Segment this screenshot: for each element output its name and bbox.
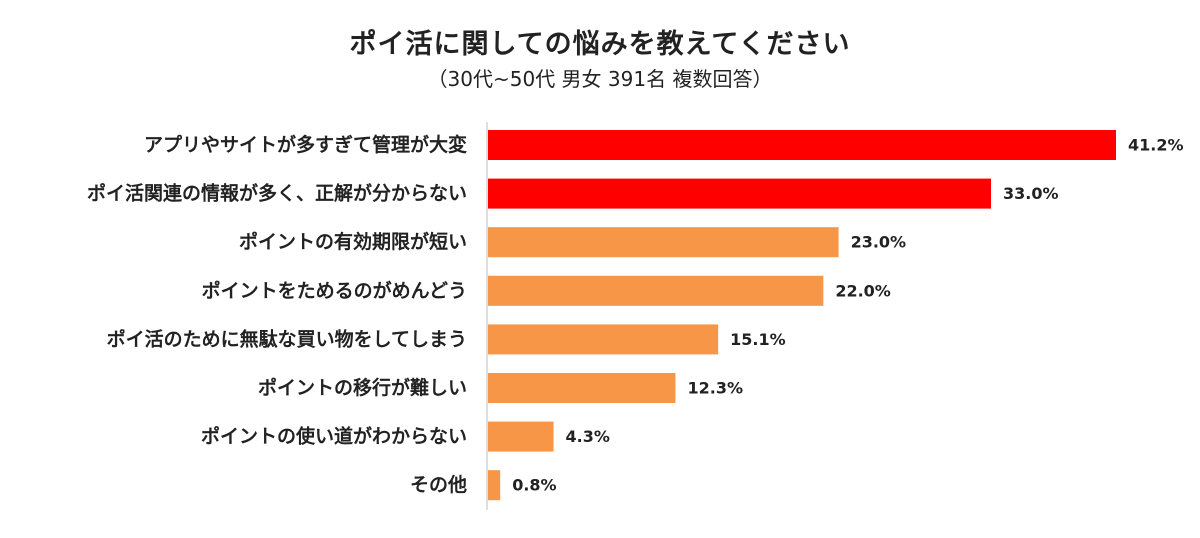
value-label: 0.8% [512, 476, 556, 495]
value-label: 15.1% [730, 330, 786, 349]
chart-title: ポイ活に関しての悩みを教えてください [349, 29, 851, 60]
value-label: 22.0% [835, 281, 891, 300]
value-label: 33.0% [1003, 184, 1059, 203]
bar [488, 275, 824, 306]
value-label: 41.2% [1128, 136, 1184, 155]
bar [488, 130, 1116, 160]
category-label: その他 [410, 473, 467, 496]
category-label: ポイ活関連の情報が多く、正解が分からない [87, 182, 467, 205]
value-label: 12.3% [687, 379, 743, 398]
bar [488, 178, 992, 209]
bar [488, 227, 839, 258]
category-label: ポイ活のために無駄な買い物をしてしまう [107, 327, 467, 350]
chart-subtitle: （30代~50代 男女 391名 複数回答） [427, 67, 773, 91]
bar [488, 421, 554, 452]
value-label: 4.3% [566, 427, 610, 446]
bar [488, 373, 676, 403]
bar [488, 324, 719, 355]
category-label: ポイントの使い道がわからない [201, 425, 467, 448]
value-label: 23.0% [851, 233, 907, 252]
category-label: アプリやサイトが多すぎて管理が大変 [144, 133, 467, 156]
category-label: ポイントの有効期限が短い [239, 230, 467, 253]
category-label: ポイントをためるのがめんどう [202, 279, 467, 302]
category-label: ポイントの移行が難しい [258, 376, 467, 399]
bar [488, 470, 501, 501]
